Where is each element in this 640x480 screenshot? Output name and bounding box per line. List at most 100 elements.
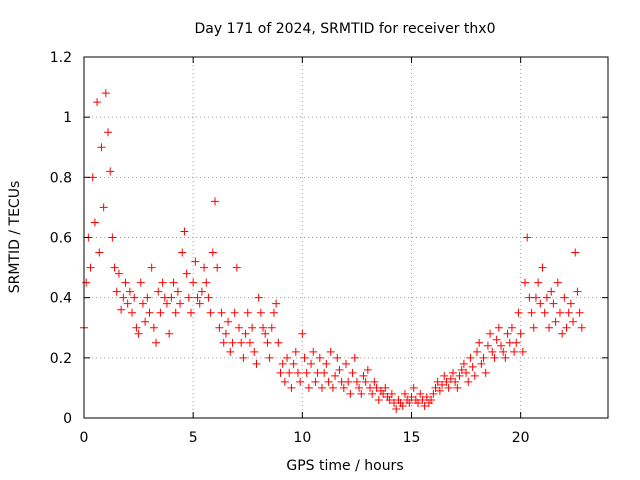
- data-point: [93, 98, 102, 107]
- data-point: [370, 377, 379, 386]
- data-point: [90, 218, 99, 227]
- data-point: [361, 377, 370, 386]
- data-point: [470, 371, 479, 380]
- data-point: [226, 347, 235, 356]
- data-point: [180, 227, 189, 236]
- data-point: [538, 263, 547, 272]
- data-point: [291, 347, 300, 356]
- data-point: [328, 383, 337, 392]
- data-point: [381, 383, 390, 392]
- data-point: [195, 299, 204, 308]
- data-point: [534, 278, 543, 287]
- data-point: [204, 293, 213, 302]
- data-point: [481, 368, 490, 377]
- data-point: [197, 287, 206, 296]
- chart-title: Day 171 of 2024, SRMTID for receiver thx…: [195, 21, 496, 37]
- data-point: [289, 359, 298, 368]
- data-point: [104, 128, 113, 137]
- data-point: [132, 323, 141, 332]
- y-tick-label: 0.2: [50, 351, 72, 367]
- data-point: [344, 377, 353, 386]
- data-point: [82, 278, 91, 287]
- data-point: [309, 347, 318, 356]
- data-point: [529, 323, 538, 332]
- data-point: [123, 299, 132, 308]
- data-point: [154, 287, 163, 296]
- data-point: [317, 383, 326, 392]
- data-point: [392, 404, 401, 413]
- data-point: [435, 386, 444, 395]
- data-point: [512, 338, 521, 347]
- data-point: [162, 299, 171, 308]
- data-point: [427, 395, 436, 404]
- data-point: [527, 308, 536, 317]
- data-point: [542, 293, 551, 302]
- data-point: [575, 308, 584, 317]
- data-point: [263, 338, 272, 347]
- data-point: [261, 329, 270, 338]
- data-point: [293, 368, 302, 377]
- data-point: [507, 323, 516, 332]
- y-axis: 0 0.2 0.4 0.6 0.8 1 1.2: [50, 50, 608, 427]
- data-point: [433, 377, 442, 386]
- data-point: [311, 377, 320, 386]
- data-point: [184, 293, 193, 302]
- x-axis: 0 5 10 15 20: [80, 57, 530, 446]
- data-point: [274, 338, 283, 347]
- data-point: [149, 323, 158, 332]
- data-point: [95, 248, 104, 257]
- data-point: [182, 269, 191, 278]
- data-point: [167, 293, 176, 302]
- x-tick-label: 10: [293, 430, 311, 446]
- data-point: [569, 317, 578, 326]
- data-point: [558, 329, 567, 338]
- y-tick-label: 0.4: [50, 291, 72, 307]
- data-point: [283, 353, 292, 362]
- data-point: [407, 392, 416, 401]
- data-point: [440, 371, 449, 380]
- data-point: [518, 347, 527, 356]
- data-point: [477, 359, 486, 368]
- data-point: [446, 374, 455, 383]
- data-point: [298, 329, 307, 338]
- data-point: [239, 353, 248, 362]
- data-point: [232, 263, 241, 272]
- data-point: [566, 299, 575, 308]
- data-point: [112, 287, 121, 296]
- data-point: [363, 365, 372, 374]
- data-point: [106, 167, 115, 176]
- data-point: [429, 389, 438, 398]
- data-point: [114, 269, 123, 278]
- data-point: [324, 377, 333, 386]
- data-point: [335, 365, 344, 374]
- data-point: [256, 308, 265, 317]
- data-point: [171, 308, 180, 317]
- data-point: [473, 347, 481, 356]
- data-point: [418, 395, 427, 404]
- data-point: [141, 317, 150, 326]
- data-point: [165, 329, 174, 338]
- data-point: [117, 305, 126, 314]
- data-point: [486, 329, 495, 338]
- data-point: [215, 323, 224, 332]
- x-tick-label: 20: [512, 430, 530, 446]
- data-point: [243, 308, 252, 317]
- data-point: [252, 359, 261, 368]
- data-point: [320, 368, 329, 377]
- data-point: [564, 308, 573, 317]
- data-point: [304, 383, 313, 392]
- data-point: [276, 368, 285, 377]
- data-point: [374, 395, 383, 404]
- data-point: [287, 383, 296, 392]
- data-point: [571, 248, 580, 257]
- data-point: [278, 359, 287, 368]
- data-point: [110, 263, 119, 272]
- data-point: [431, 383, 440, 392]
- data-point: [326, 347, 335, 356]
- data-point: [555, 308, 564, 317]
- data-point: [523, 233, 532, 242]
- data-point: [307, 359, 316, 368]
- data-point: [221, 329, 230, 338]
- y-tick-label: 0.6: [50, 231, 72, 247]
